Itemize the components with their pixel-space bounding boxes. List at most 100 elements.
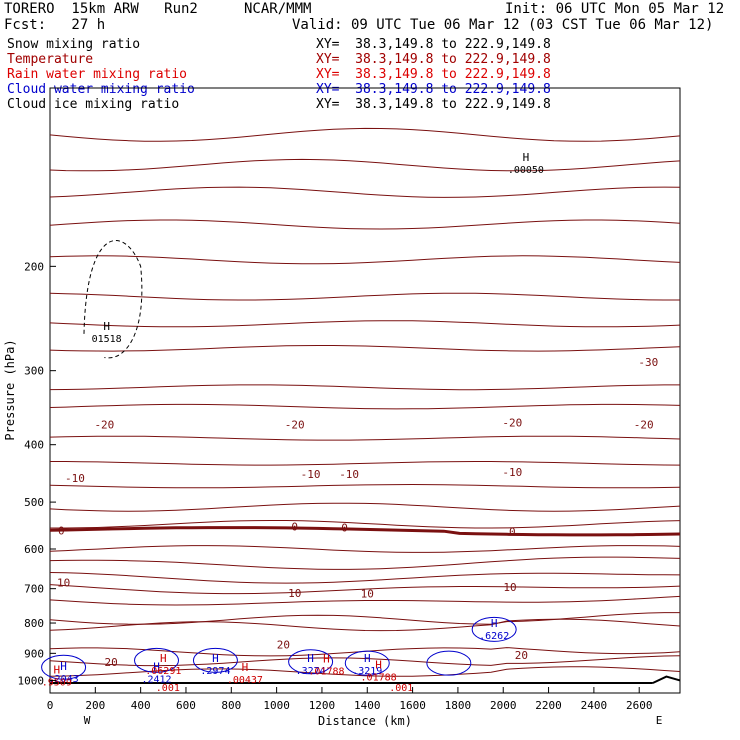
max-value-label: .001	[389, 683, 413, 694]
legend-field: Snow mixing ratio	[7, 37, 141, 52]
isotherm-line	[49, 618, 681, 632]
isotherm-line	[49, 127, 681, 142]
freezing-line	[49, 526, 681, 537]
isotherm-line	[49, 483, 681, 489]
max-value-label: .2974	[200, 666, 230, 677]
isotherm-label: -20	[94, 419, 114, 432]
isotherm-label: 20	[105, 656, 118, 669]
isotherm-line	[49, 292, 680, 301]
x-tick-label: 800	[221, 699, 241, 712]
west-label: W	[84, 714, 91, 727]
isotherm-line	[49, 556, 681, 570]
terrain-line	[652, 675, 681, 684]
x-tick-label: 1000	[263, 699, 290, 712]
x-axis-label: Distance (km)	[318, 714, 412, 728]
max-value-label: 01518	[92, 334, 122, 345]
x-tick-label: 2200	[535, 699, 562, 712]
x-tick-label: 600	[176, 699, 196, 712]
model-title: TORERO 15km ARW Run2	[4, 1, 198, 17]
x-tick-label: 2400	[581, 699, 608, 712]
y-axis-label: Pressure (hPa)	[3, 339, 17, 440]
y-tick-label: 500	[24, 496, 44, 509]
isotherm-line	[49, 345, 681, 352]
x-tick-label: 1200	[309, 699, 336, 712]
x-tick-label: 2000	[490, 699, 517, 712]
isotherm-label: 10	[57, 576, 70, 589]
isotherm-label: 0	[58, 524, 65, 537]
isotherm-line	[49, 666, 681, 677]
x-tick-label: 2600	[626, 699, 653, 712]
legend-field: Cloud ice mixing ratio	[7, 97, 180, 112]
y-tick-label: 600	[24, 543, 44, 556]
max-marker: H	[212, 652, 219, 665]
max-value-label: .2043	[49, 674, 79, 685]
org-label: NCAR/MMM	[244, 1, 312, 17]
cloud-water-contour	[41, 654, 87, 680]
x-tick-label: 1400	[354, 699, 381, 712]
max-marker: H	[523, 151, 530, 164]
x-tick-label: 200	[85, 699, 105, 712]
legend-xy: XY= 38.3,149.8 to 222.9,149.8	[316, 82, 551, 97]
forecast-hour: Fcst: 27 h	[4, 17, 106, 33]
isotherm-label: -30	[638, 356, 658, 369]
init-time: Init: 06 UTC Mon 05 Mar 12	[505, 1, 725, 17]
isotherm-line	[49, 584, 681, 595]
valid-time: Valid: 09 UTC Tue 06 Mar 12 (03 CST Tue …	[292, 17, 714, 33]
isotherm-label: 20	[277, 639, 290, 652]
isotherm-line	[49, 655, 681, 667]
legend-xy: XY= 38.3,149.8 to 222.9,149.8	[316, 37, 551, 52]
legend-xy: XY= 38.3,149.8 to 222.9,149.8	[316, 67, 551, 82]
max-value-label: .00050	[508, 165, 544, 176]
isotherm-label: -10	[301, 468, 321, 481]
snow-contour	[83, 240, 143, 359]
isotherm-line	[49, 158, 681, 172]
max-marker: H	[242, 661, 249, 674]
isotherm-line	[49, 219, 681, 230]
isotherm-line	[49, 435, 681, 441]
max-value-label: .9509	[42, 677, 72, 688]
y-tick-label: 400	[24, 439, 44, 452]
max-marker: H	[375, 659, 382, 672]
y-tick-label: 800	[24, 617, 44, 630]
max-marker: H	[153, 661, 160, 674]
y-tick-label: 300	[24, 365, 44, 378]
isotherm-label: 20	[515, 649, 528, 662]
cloud-water-contour	[426, 650, 472, 676]
max-marker: H	[491, 617, 498, 630]
max-value-label: .001	[156, 683, 180, 694]
y-tick-label: 200	[24, 260, 44, 273]
isotherm-label: -10	[339, 468, 359, 481]
isotherm-label: 10	[361, 587, 374, 600]
cloud-water-contour	[192, 647, 238, 673]
isotherm-label: -20	[502, 417, 522, 430]
y-tick-label: 1000	[18, 674, 45, 687]
x-tick-label: 400	[131, 699, 151, 712]
max-value-label: .01788	[361, 673, 397, 684]
cloud-water-contour	[344, 650, 390, 676]
max-value-label: .01788	[308, 666, 344, 677]
isotherm-label: -10	[502, 466, 522, 479]
max-marker: H	[307, 652, 314, 665]
legend-field: Temperature	[7, 52, 94, 67]
max-marker: H	[323, 652, 330, 665]
isotherm-line	[49, 502, 681, 512]
isotherm-line	[50, 520, 681, 529]
x-tick-label: 1600	[399, 699, 426, 712]
east-label: E	[656, 714, 663, 727]
legend-field: Rain water mixing ratio	[7, 67, 188, 82]
isotherm-label: 0	[291, 521, 298, 534]
cloud-water-contour	[471, 616, 517, 642]
max-marker: H	[364, 652, 371, 665]
cloud-water-contour	[134, 647, 180, 673]
legend-xy: XY= 38.3,149.8 to 222.9,149.8	[316, 52, 551, 67]
isotherm-label: 0	[341, 522, 348, 535]
max-marker: H	[160, 652, 167, 665]
y-tick-label: 700	[24, 583, 44, 596]
isotherm-line	[49, 403, 681, 410]
x-tick-label: 0	[47, 699, 54, 712]
isotherm-line	[49, 572, 681, 584]
isotherm-line	[49, 612, 680, 625]
isotherm-line	[49, 545, 681, 553]
max-value-label: .3274	[296, 666, 326, 677]
